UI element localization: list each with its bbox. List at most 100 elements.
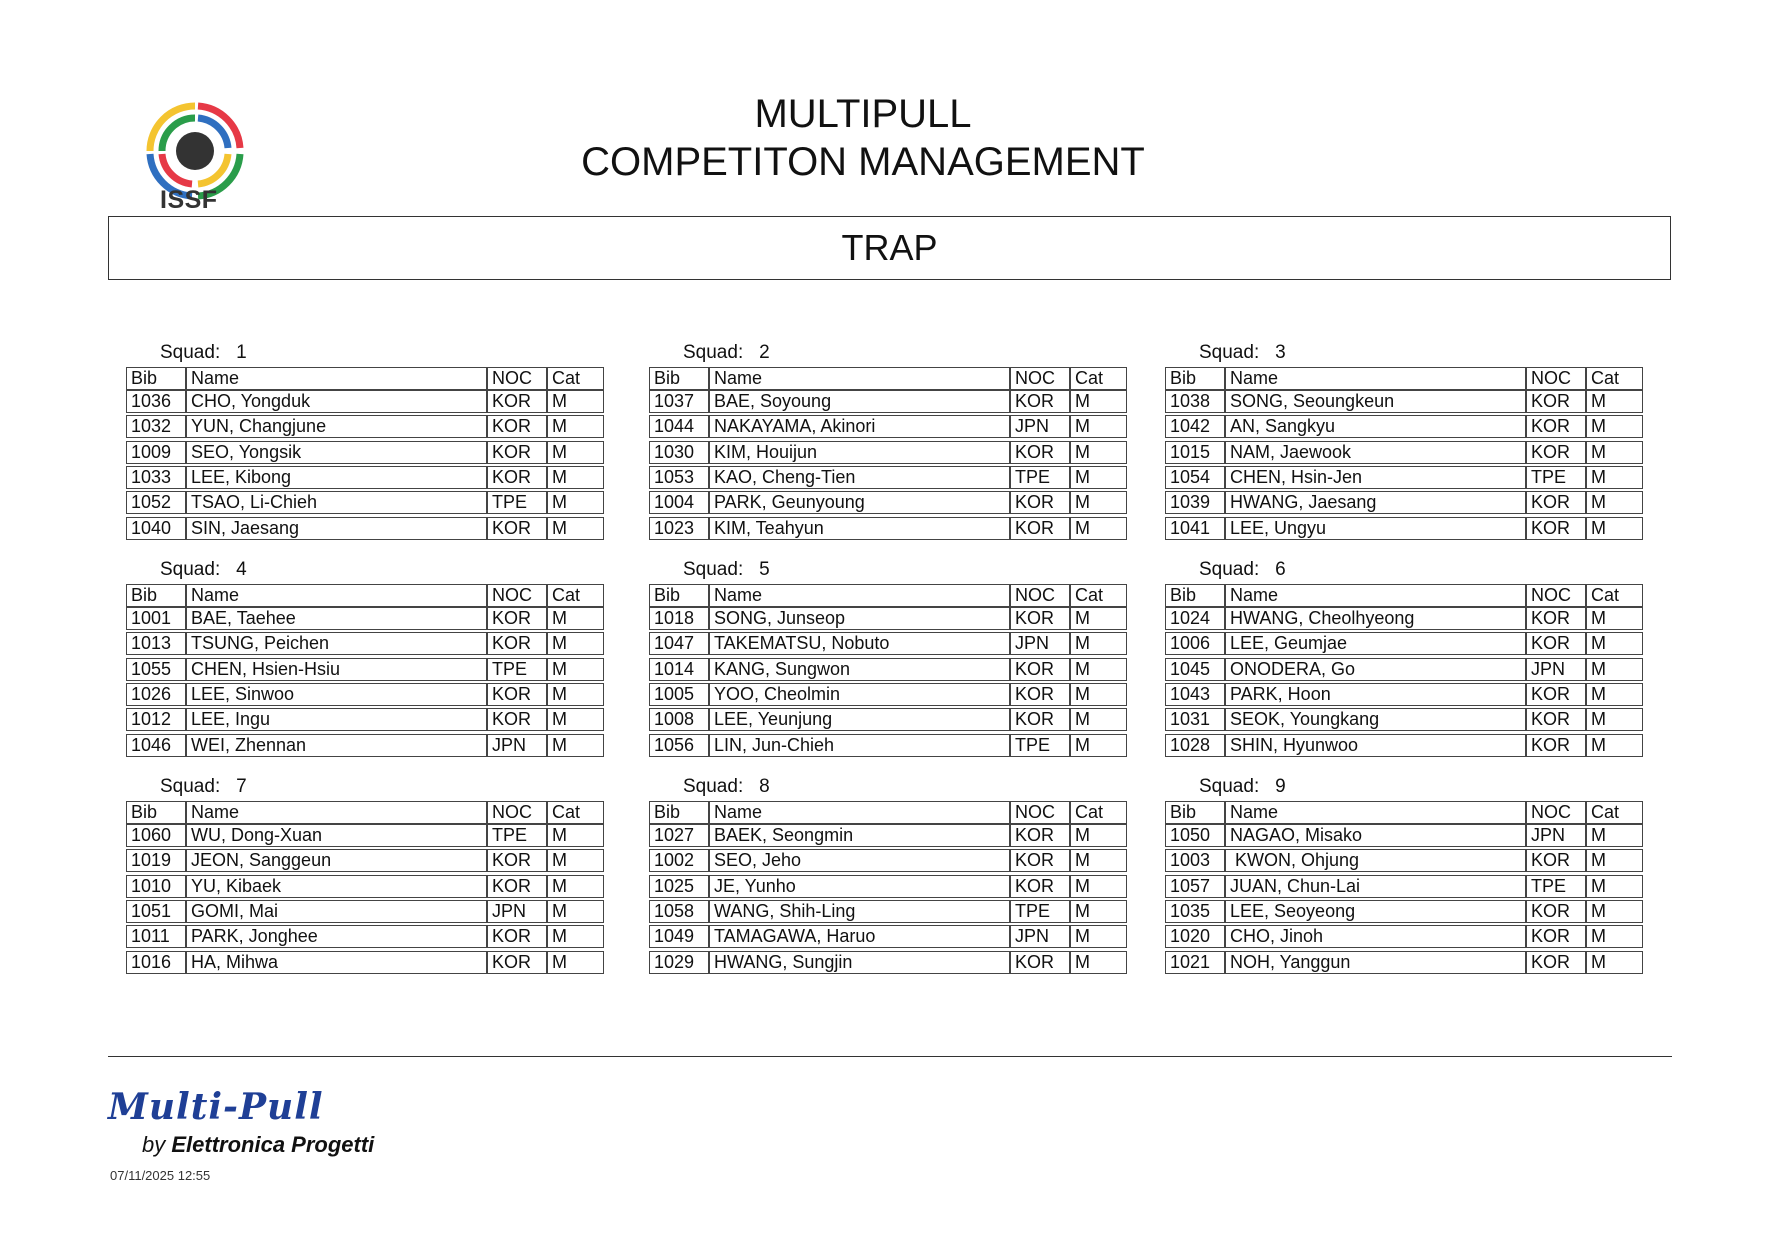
- cell-name: BAE, Soyoung: [709, 390, 1010, 413]
- cell-name: ONODERA, Go: [1225, 657, 1526, 681]
- cell-name: BAE, Taehee: [186, 607, 487, 630]
- table-row: 1038 SONG, Seoungkeun KOR M: [1165, 390, 1643, 413]
- table-header: Bib Name NOC Cat: [1165, 367, 1643, 390]
- table-header: Bib Name NOC Cat: [649, 801, 1127, 824]
- cell-name: KAO, Cheng-Tien: [709, 465, 1010, 489]
- squad-prefix: Squad:: [160, 776, 221, 797]
- cell-bib: 1045: [1165, 657, 1225, 681]
- column-header-bib: Bib: [126, 584, 186, 607]
- cell-name: WEI, Zhennan: [186, 733, 487, 757]
- cell-bib: 1030: [649, 440, 709, 464]
- column-header-bib: Bib: [649, 367, 709, 390]
- column-header-name: Name: [1225, 801, 1526, 824]
- table-row: 1015 NAM, Jaewook KOR M: [1165, 440, 1643, 464]
- cell-noc: KOR: [1526, 607, 1586, 630]
- cell-cat: M: [1586, 632, 1643, 656]
- cell-name: AN, Sangkyu: [1225, 415, 1526, 439]
- cell-cat: M: [1070, 491, 1127, 515]
- table-row: 1003 KWON, Ohjung KOR M: [1165, 849, 1643, 873]
- cell-noc: KOR: [487, 440, 547, 464]
- column-header-name: Name: [1225, 584, 1526, 607]
- cell-bib: 1008: [649, 708, 709, 732]
- cell-noc: KOR: [1010, 824, 1070, 847]
- cell-cat: M: [547, 632, 604, 656]
- column-header-cat: Cat: [1070, 584, 1127, 607]
- column-header-name: Name: [709, 367, 1010, 390]
- cell-bib: 1014: [649, 657, 709, 681]
- cell-noc: KOR: [1010, 440, 1070, 464]
- cell-name: SEO, Jeho: [709, 849, 1010, 873]
- cell-bib: 1010: [126, 874, 186, 898]
- cell-bib: 1015: [1165, 440, 1225, 464]
- column-header-noc: NOC: [1010, 801, 1070, 824]
- cell-bib: 1041: [1165, 516, 1225, 540]
- squad-label: Squad: 5: [683, 559, 770, 581]
- issf-logo-text: ISSF: [160, 186, 218, 214]
- cell-noc: KOR: [1526, 415, 1586, 439]
- cell-cat: M: [1586, 657, 1643, 681]
- cell-noc: KOR: [1010, 708, 1070, 732]
- table-row: 1037 BAE, Soyoung KOR M: [649, 390, 1127, 413]
- cell-bib: 1037: [649, 390, 709, 413]
- cell-noc: KOR: [487, 465, 547, 489]
- cell-noc: TPE: [487, 491, 547, 515]
- column-header-bib: Bib: [649, 801, 709, 824]
- cell-name: NAKAYAMA, Akinori: [709, 415, 1010, 439]
- squad-prefix: Squad:: [683, 559, 744, 580]
- cell-noc: KOR: [1526, 516, 1586, 540]
- cell-name: PARK, Jonghee: [186, 925, 487, 949]
- cell-bib: 1027: [649, 824, 709, 847]
- cell-name: SHIN, Hyunwoo: [1225, 733, 1526, 757]
- table-row: 1002 SEO, Jeho KOR M: [649, 849, 1127, 873]
- cell-cat: M: [547, 950, 604, 974]
- cell-bib: 1026: [126, 682, 186, 706]
- issf-logo-icon: [146, 102, 244, 200]
- table-header: Bib Name NOC Cat: [649, 367, 1127, 390]
- cell-name: SONG, Junseop: [709, 607, 1010, 630]
- column-header-cat: Cat: [1586, 801, 1643, 824]
- table-row: 1055 CHEN, Hsien-Hsiu TPE M: [126, 657, 604, 681]
- cell-bib: 1051: [126, 899, 186, 923]
- column-header-name: Name: [186, 801, 487, 824]
- table-row: 1004 PARK, Geunyoung KOR M: [649, 491, 1127, 515]
- cell-cat: M: [1070, 849, 1127, 873]
- cell-noc: KOR: [487, 415, 547, 439]
- cell-noc: KOR: [1526, 849, 1586, 873]
- company-line: by Elettronica Progetti: [142, 1132, 374, 1158]
- squad-label: Squad: 1: [160, 342, 247, 364]
- cell-cat: M: [1586, 874, 1643, 898]
- squad-prefix: Squad:: [160, 559, 221, 580]
- cell-name: YU, Kibaek: [186, 874, 487, 898]
- squad-number: 9: [1275, 776, 1286, 797]
- cell-cat: M: [1070, 390, 1127, 413]
- cell-noc: KOR: [1526, 708, 1586, 732]
- column-header-bib: Bib: [1165, 801, 1225, 824]
- cell-bib: 1044: [649, 415, 709, 439]
- cell-cat: M: [1070, 899, 1127, 923]
- column-header-cat: Cat: [1070, 801, 1127, 824]
- cell-cat: M: [1070, 733, 1127, 757]
- cell-noc: KOR: [1526, 440, 1586, 464]
- column-header-noc: NOC: [487, 367, 547, 390]
- cell-cat: M: [547, 516, 604, 540]
- cell-cat: M: [1070, 682, 1127, 706]
- cell-cat: M: [1070, 440, 1127, 464]
- squad-number: 5: [759, 559, 770, 580]
- cell-cat: M: [1586, 824, 1643, 847]
- cell-bib: 1018: [649, 607, 709, 630]
- cell-name: LEE, Yeunjung: [709, 708, 1010, 732]
- cell-noc: KOR: [1526, 390, 1586, 413]
- cell-noc: KOR: [487, 632, 547, 656]
- cell-noc: KOR: [1526, 950, 1586, 974]
- cell-name: CHEN, Hsin-Jen: [1225, 465, 1526, 489]
- table-row: 1050 NAGAO, Misako JPN M: [1165, 824, 1643, 847]
- table-header: Bib Name NOC Cat: [126, 584, 604, 607]
- table-row: 1052 TSAO, Li-Chieh TPE M: [126, 491, 604, 515]
- table-row: 1020 CHO, Jinoh KOR M: [1165, 925, 1643, 949]
- cell-cat: M: [1070, 708, 1127, 732]
- cell-noc: JPN: [1526, 657, 1586, 681]
- page-subtitle: COMPETITON MANAGEMENT: [581, 140, 1145, 184]
- cell-noc: KOR: [1526, 925, 1586, 949]
- cell-name: HWANG, Sungjin: [709, 950, 1010, 974]
- table-row: 1023 KIM, Teahyun KOR M: [649, 516, 1127, 540]
